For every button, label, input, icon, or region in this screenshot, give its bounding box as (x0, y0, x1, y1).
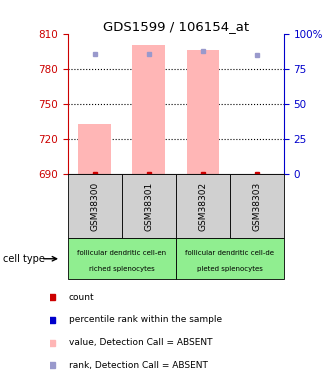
Bar (133, 45, 165, 174)
Text: percentile rank within the sample: percentile rank within the sample (69, 315, 222, 324)
Text: count: count (69, 292, 94, 302)
Bar (176, 238, 284, 279)
Bar (186, 50, 219, 174)
Text: riched splenocytes: riched splenocytes (89, 266, 154, 272)
Text: value, Detection Call = ABSENT: value, Detection Call = ABSENT (69, 338, 213, 347)
Text: GSM38300: GSM38300 (90, 182, 99, 231)
Bar (122, 174, 176, 238)
Text: follicular dendritic cell-de: follicular dendritic cell-de (185, 250, 274, 256)
Bar (79, 124, 111, 174)
Title: GDS1599 / 106154_at: GDS1599 / 106154_at (103, 20, 249, 33)
Text: rank, Detection Call = ABSENT: rank, Detection Call = ABSENT (69, 361, 208, 370)
Text: pleted splenocytes: pleted splenocytes (197, 266, 263, 272)
Text: GSM38302: GSM38302 (198, 182, 207, 231)
Bar (68, 174, 122, 238)
Text: GSM38301: GSM38301 (144, 182, 153, 231)
Text: cell type: cell type (3, 255, 45, 264)
Bar (176, 174, 230, 238)
Bar (230, 174, 284, 238)
Text: follicular dendritic cell-en: follicular dendritic cell-en (77, 250, 166, 256)
Bar (68, 238, 176, 279)
Text: GSM38303: GSM38303 (252, 182, 261, 231)
